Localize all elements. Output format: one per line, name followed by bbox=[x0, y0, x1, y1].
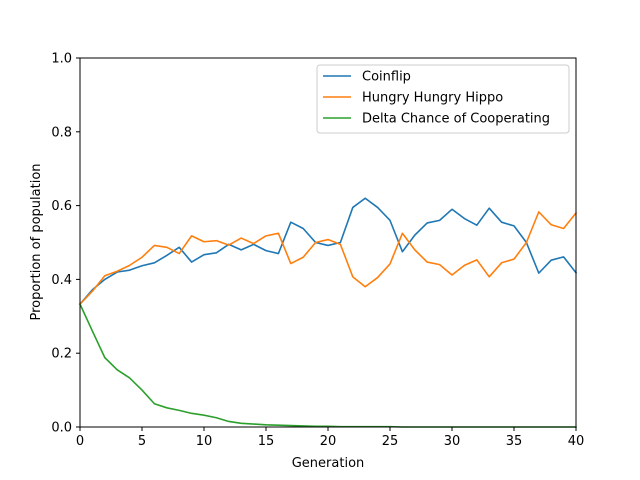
x-axis-title: Generation bbox=[292, 456, 365, 471]
x-tick-label: 35 bbox=[506, 434, 523, 449]
x-tick-label: 5 bbox=[138, 434, 146, 449]
y-tick-label: 0.8 bbox=[51, 125, 72, 140]
x-tick-label: 30 bbox=[444, 434, 461, 449]
legend-entry-label: Coinflip bbox=[362, 70, 411, 85]
y-axis-ticks: 0.0 0.2 0.4 0.6 0.8 1.0 bbox=[51, 52, 80, 436]
x-tick-label: 20 bbox=[320, 434, 337, 449]
y-axis-title: Proportion of population bbox=[29, 163, 44, 320]
y-tick-label: 0.2 bbox=[51, 347, 72, 362]
x-tick-label: 25 bbox=[382, 434, 399, 449]
legend-entry-label: Delta Chance of Cooperating bbox=[362, 112, 550, 127]
legend-box bbox=[316, 64, 570, 134]
legend-entry-label: Hungry Hungry Hippo bbox=[362, 91, 503, 106]
y-tick-label: 0.0 bbox=[51, 421, 72, 436]
x-tick-label: 0 bbox=[76, 434, 84, 449]
y-tick-label: 1.0 bbox=[51, 52, 72, 67]
x-tick-label: 15 bbox=[258, 434, 275, 449]
series-line-0 bbox=[78, 197, 578, 306]
x-tick-label: 10 bbox=[196, 434, 213, 449]
series-line-1 bbox=[78, 211, 578, 306]
y-tick-label: 0.4 bbox=[51, 273, 72, 288]
x-axis-ticks: 0 5 10 15 20 25 30 35 40 bbox=[76, 427, 584, 449]
legend: Coinflip Hungry Hungry Hippo Delta Chance … bbox=[316, 64, 570, 134]
y-tick-label: 0.6 bbox=[51, 199, 72, 214]
x-tick-label: 40 bbox=[568, 434, 585, 449]
